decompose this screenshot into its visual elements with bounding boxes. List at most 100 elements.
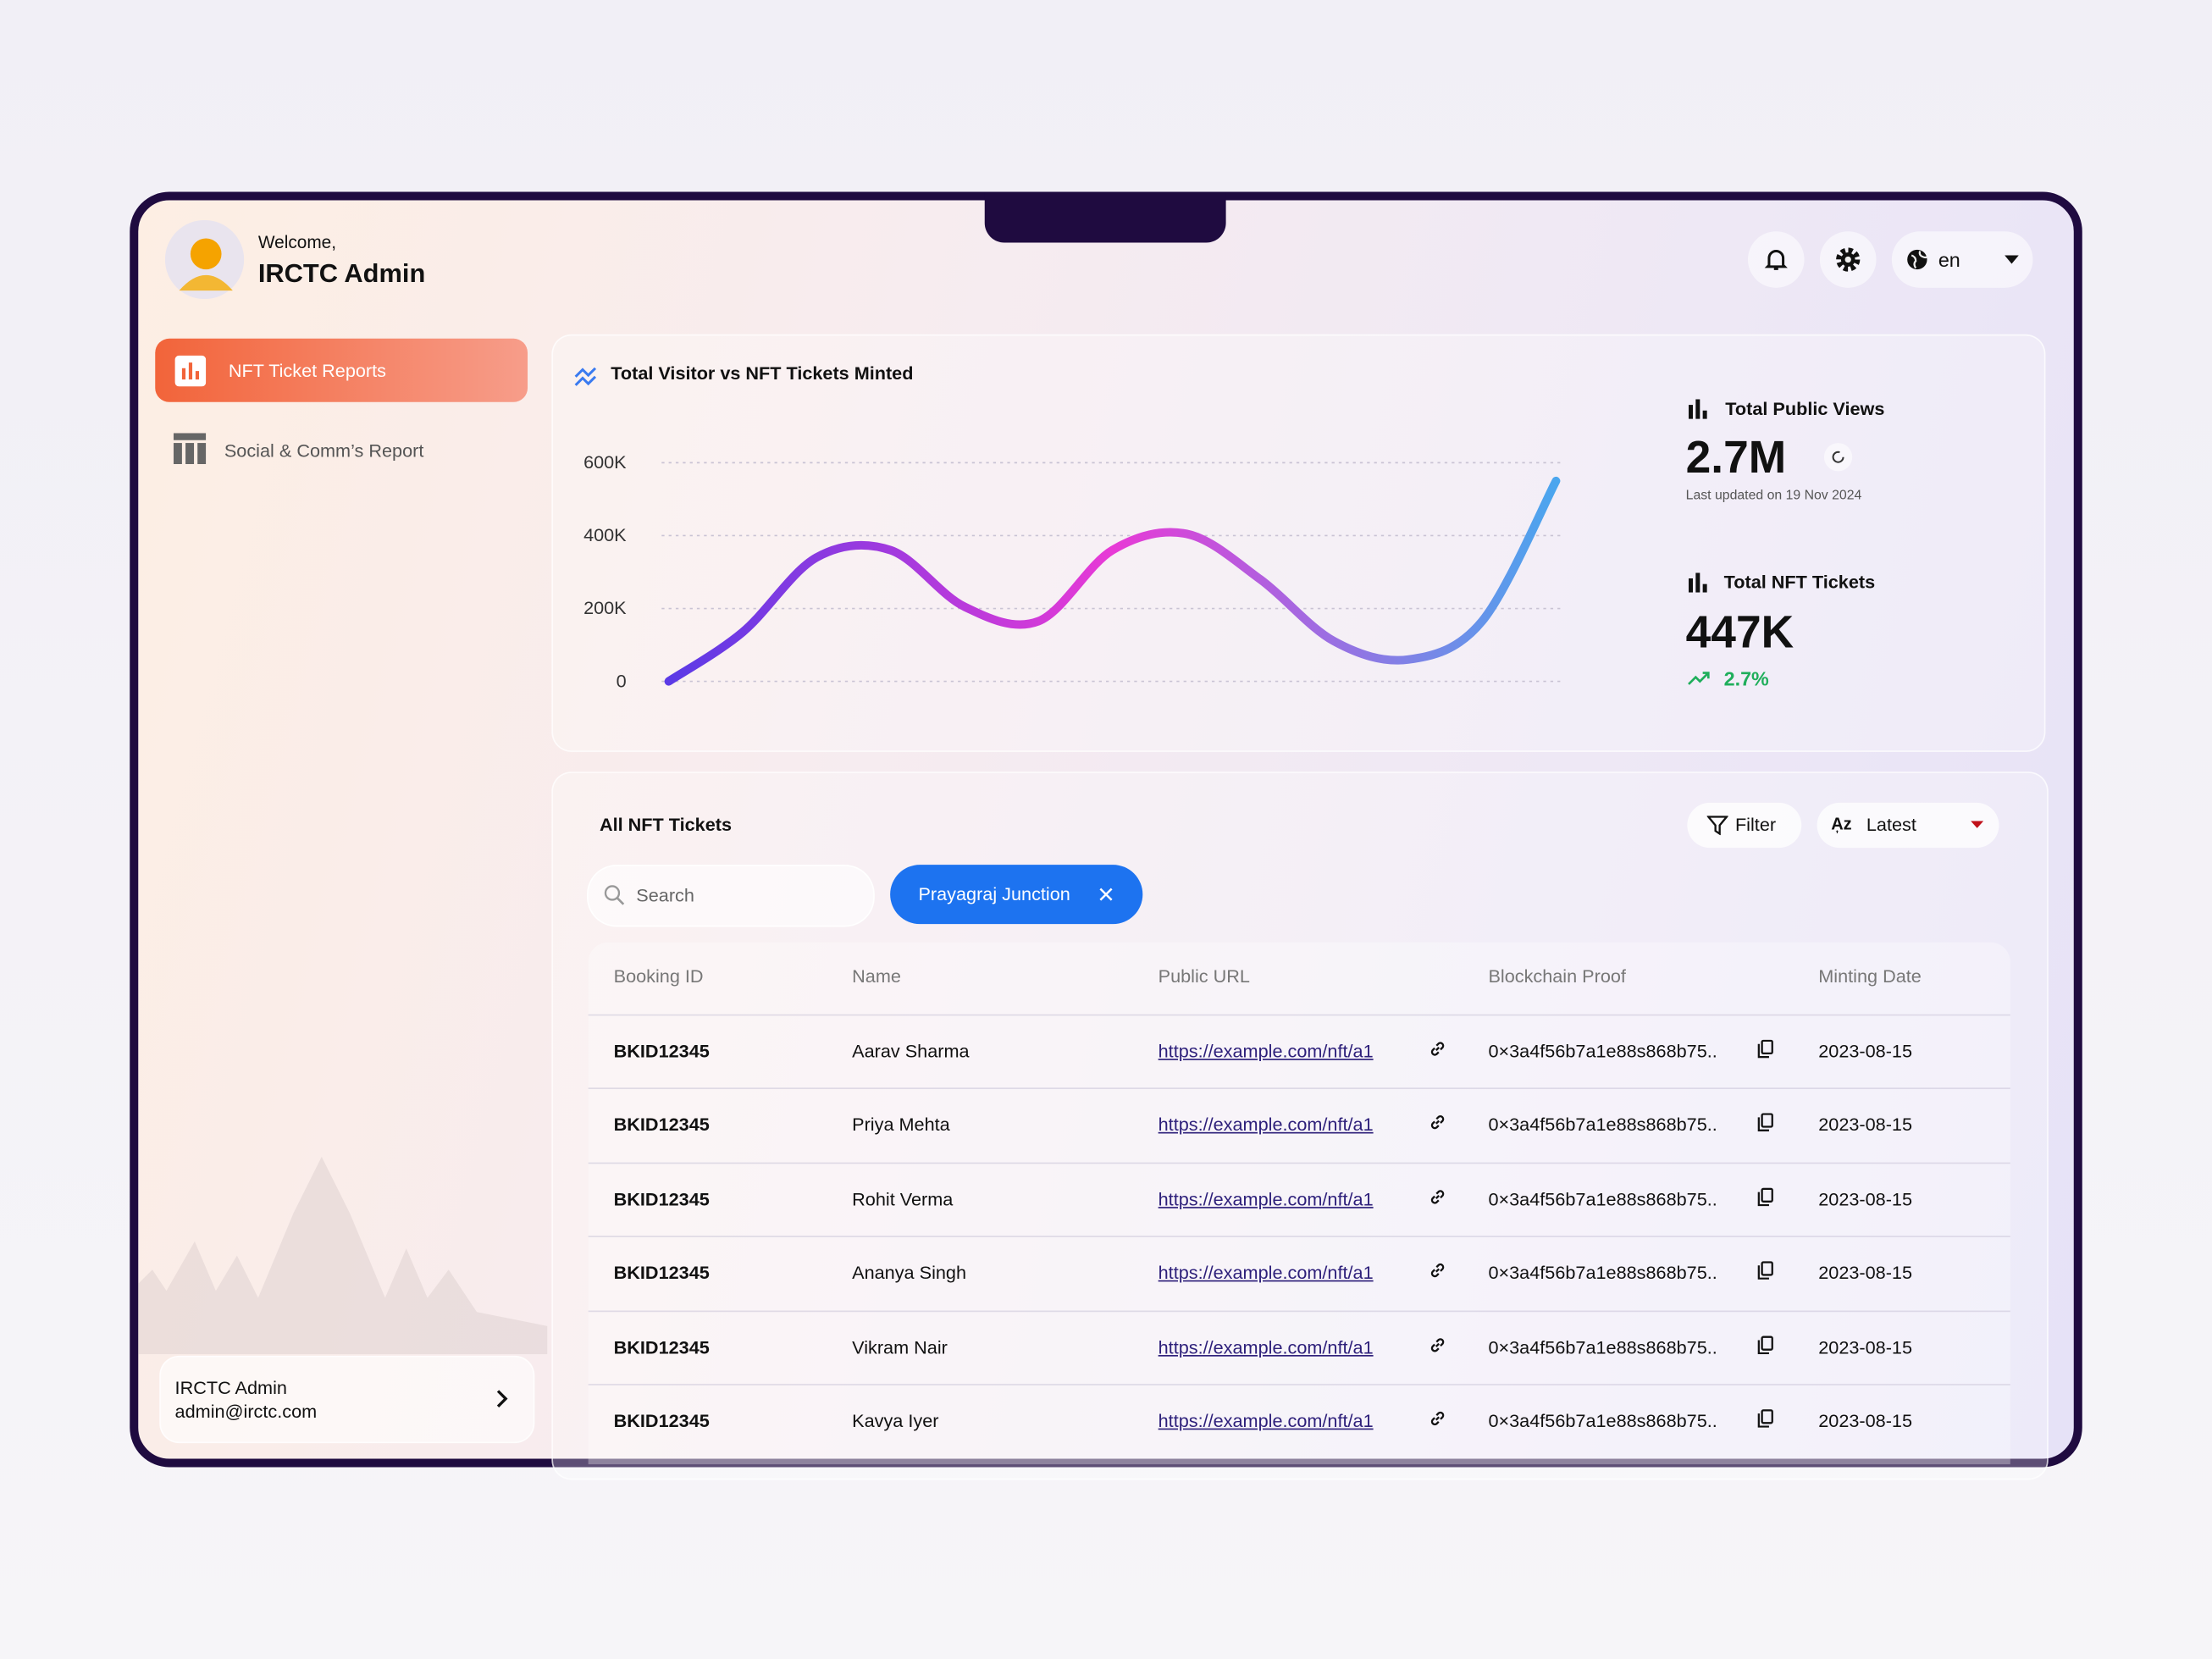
name: Aarav Sharma xyxy=(852,1040,970,1062)
column-header: Public URL xyxy=(1158,965,1250,987)
filter-button[interactable]: Filter xyxy=(1687,802,1802,849)
copy-link-icon[interactable] xyxy=(1429,1114,1446,1136)
public-url[interactable]: https://example.com/nft/a1 xyxy=(1158,1114,1374,1136)
trend-icon xyxy=(1688,672,1710,685)
row-divider xyxy=(588,1014,2010,1016)
welcome-text: Welcome, xyxy=(257,232,337,253)
copy-proof-icon[interactable] xyxy=(1757,1335,1773,1358)
name: Ananya Singh xyxy=(852,1262,967,1284)
minting-date: 2023-08-15 xyxy=(1818,1114,1913,1136)
stat-label: Total Public Views xyxy=(1725,397,1885,419)
column-header: Name xyxy=(852,965,901,987)
user-name: IRCTC Admin xyxy=(257,257,426,288)
profile-email: admin@irctc.com xyxy=(174,1401,318,1423)
filter-chip[interactable]: Prayagraj Junction xyxy=(890,865,1143,925)
column-header: Minting Date xyxy=(1818,965,1922,987)
stat-note: Last updated on 19 Nov 2024 xyxy=(1685,488,1862,504)
y-tick-label: 600K xyxy=(583,451,627,473)
copy-proof-icon[interactable] xyxy=(1757,1113,1773,1136)
stat-change: 2.7% xyxy=(1723,666,1769,690)
stat-icon xyxy=(1688,572,1707,593)
refresh-button[interactable] xyxy=(1823,443,1853,472)
nav-label: Social & Comm’s Report xyxy=(224,440,424,462)
booking-id: BKID12345 xyxy=(613,1262,710,1284)
name: Priya Mehta xyxy=(852,1114,950,1136)
copy-proof-icon[interactable] xyxy=(1757,1187,1773,1210)
row-divider xyxy=(588,1087,2010,1090)
blockchain-proof: 0×3a4f56b7a1e88s868b75.. xyxy=(1488,1409,1717,1431)
column-header: Booking ID xyxy=(613,965,704,987)
temple-illustration xyxy=(138,1156,548,1355)
nav-item[interactable]: Social & Comm’s Report xyxy=(155,420,528,479)
notifications-button[interactable] xyxy=(1747,231,1805,288)
copy-link-icon[interactable] xyxy=(1429,1336,1446,1358)
y-tick-label: 0 xyxy=(617,670,627,691)
public-url[interactable]: https://example.com/nft/a1 xyxy=(1158,1262,1374,1284)
blockchain-proof: 0×3a4f56b7a1e88s868b75.. xyxy=(1488,1114,1717,1136)
public-url[interactable]: https://example.com/nft/a1 xyxy=(1158,1040,1374,1062)
notch xyxy=(984,191,1226,243)
nav-item-active[interactable]: NFT Ticket Reports xyxy=(155,338,528,402)
stat-value: 447K xyxy=(1685,606,1794,658)
search-box[interactable]: Search xyxy=(586,865,875,927)
data-table: Booking ID Name Public URL Blockchain Proof… xyxy=(588,942,2010,1465)
chart-card xyxy=(551,334,2046,752)
public-url[interactable]: https://example.com/nft/a1 xyxy=(1158,1335,1374,1358)
copy-link-icon[interactable] xyxy=(1429,1188,1446,1209)
blockchain-proof: 0×3a4f56b7a1e88s868b75.. xyxy=(1488,1262,1717,1284)
avatar xyxy=(164,219,245,300)
public-url[interactable]: https://example.com/nft/a1 xyxy=(1158,1188,1374,1210)
blockchain-proof: 0×3a4f56b7a1e88s868b75.. xyxy=(1488,1335,1717,1358)
blockchain-proof: 0×3a4f56b7a1e88s868b75.. xyxy=(1488,1040,1717,1062)
blockchain-proof: 0×3a4f56b7a1e88s868b75.. xyxy=(1488,1188,1717,1210)
name: Kavya Iyer xyxy=(852,1409,939,1431)
language-label: en xyxy=(1938,248,1960,271)
language-select[interactable]: en xyxy=(1891,231,2033,288)
minting-date: 2023-08-15 xyxy=(1818,1188,1913,1210)
booking-id: BKID12345 xyxy=(613,1114,710,1136)
y-tick-label: 400K xyxy=(583,524,627,545)
minting-date: 2023-08-15 xyxy=(1818,1262,1913,1284)
data-line xyxy=(664,476,1561,686)
row-divider xyxy=(588,1236,2010,1238)
minting-date: 2023-08-15 xyxy=(1818,1040,1913,1062)
row-divider xyxy=(588,1309,2010,1312)
column-header: Blockchain Proof xyxy=(1488,965,1626,987)
chart: Total Visitor vs NFT Tickets Minted 0 200… xyxy=(574,362,1563,691)
sort-label: Latest xyxy=(1866,814,1916,836)
row-divider xyxy=(588,1384,2010,1385)
copy-proof-icon[interactable] xyxy=(1757,1261,1773,1285)
name: Rohit Verma xyxy=(852,1188,954,1210)
copy-proof-icon[interactable] xyxy=(1757,1039,1773,1063)
chip-label: Prayagraj Junction xyxy=(918,882,1070,904)
booking-id: BKID12345 xyxy=(613,1188,710,1210)
copy-link-icon[interactable] xyxy=(1429,1041,1446,1062)
filter-label: Filter xyxy=(1734,814,1777,836)
profile-card[interactable]: IRCTC Admin admin@irctc.com xyxy=(159,1355,535,1444)
name: Vikram Nair xyxy=(852,1335,948,1358)
sort-icon: A͎z xyxy=(1831,814,1852,834)
stat-value: 2.7M xyxy=(1685,431,1787,483)
table-title: All NFT Tickets xyxy=(599,814,733,836)
booking-id: BKID12345 xyxy=(613,1040,710,1062)
search-placeholder: Search xyxy=(636,884,694,906)
settings-button[interactable] xyxy=(1819,231,1877,288)
minting-date: 2023-08-15 xyxy=(1818,1409,1913,1431)
copy-link-icon[interactable] xyxy=(1429,1262,1446,1283)
sort-select[interactable]: A͎z Latest xyxy=(1817,802,1999,849)
row-divider xyxy=(588,1162,2010,1164)
copy-proof-icon[interactable] xyxy=(1757,1409,1773,1432)
minting-date: 2023-08-15 xyxy=(1818,1335,1913,1358)
chart-icon xyxy=(574,367,597,386)
booking-id: BKID12345 xyxy=(613,1409,710,1431)
y-tick-label: 200K xyxy=(583,597,627,618)
booking-id: BKID12345 xyxy=(613,1335,710,1358)
stat-icon xyxy=(1688,399,1707,419)
copy-link-icon[interactable] xyxy=(1429,1410,1446,1431)
chart-title: Total Visitor vs NFT Tickets Minted xyxy=(611,362,913,384)
profile-name: IRCTC Admin xyxy=(174,1376,287,1398)
stat-label: Total NFT Tickets xyxy=(1723,571,1876,593)
public-url[interactable]: https://example.com/nft/a1 xyxy=(1158,1409,1374,1431)
